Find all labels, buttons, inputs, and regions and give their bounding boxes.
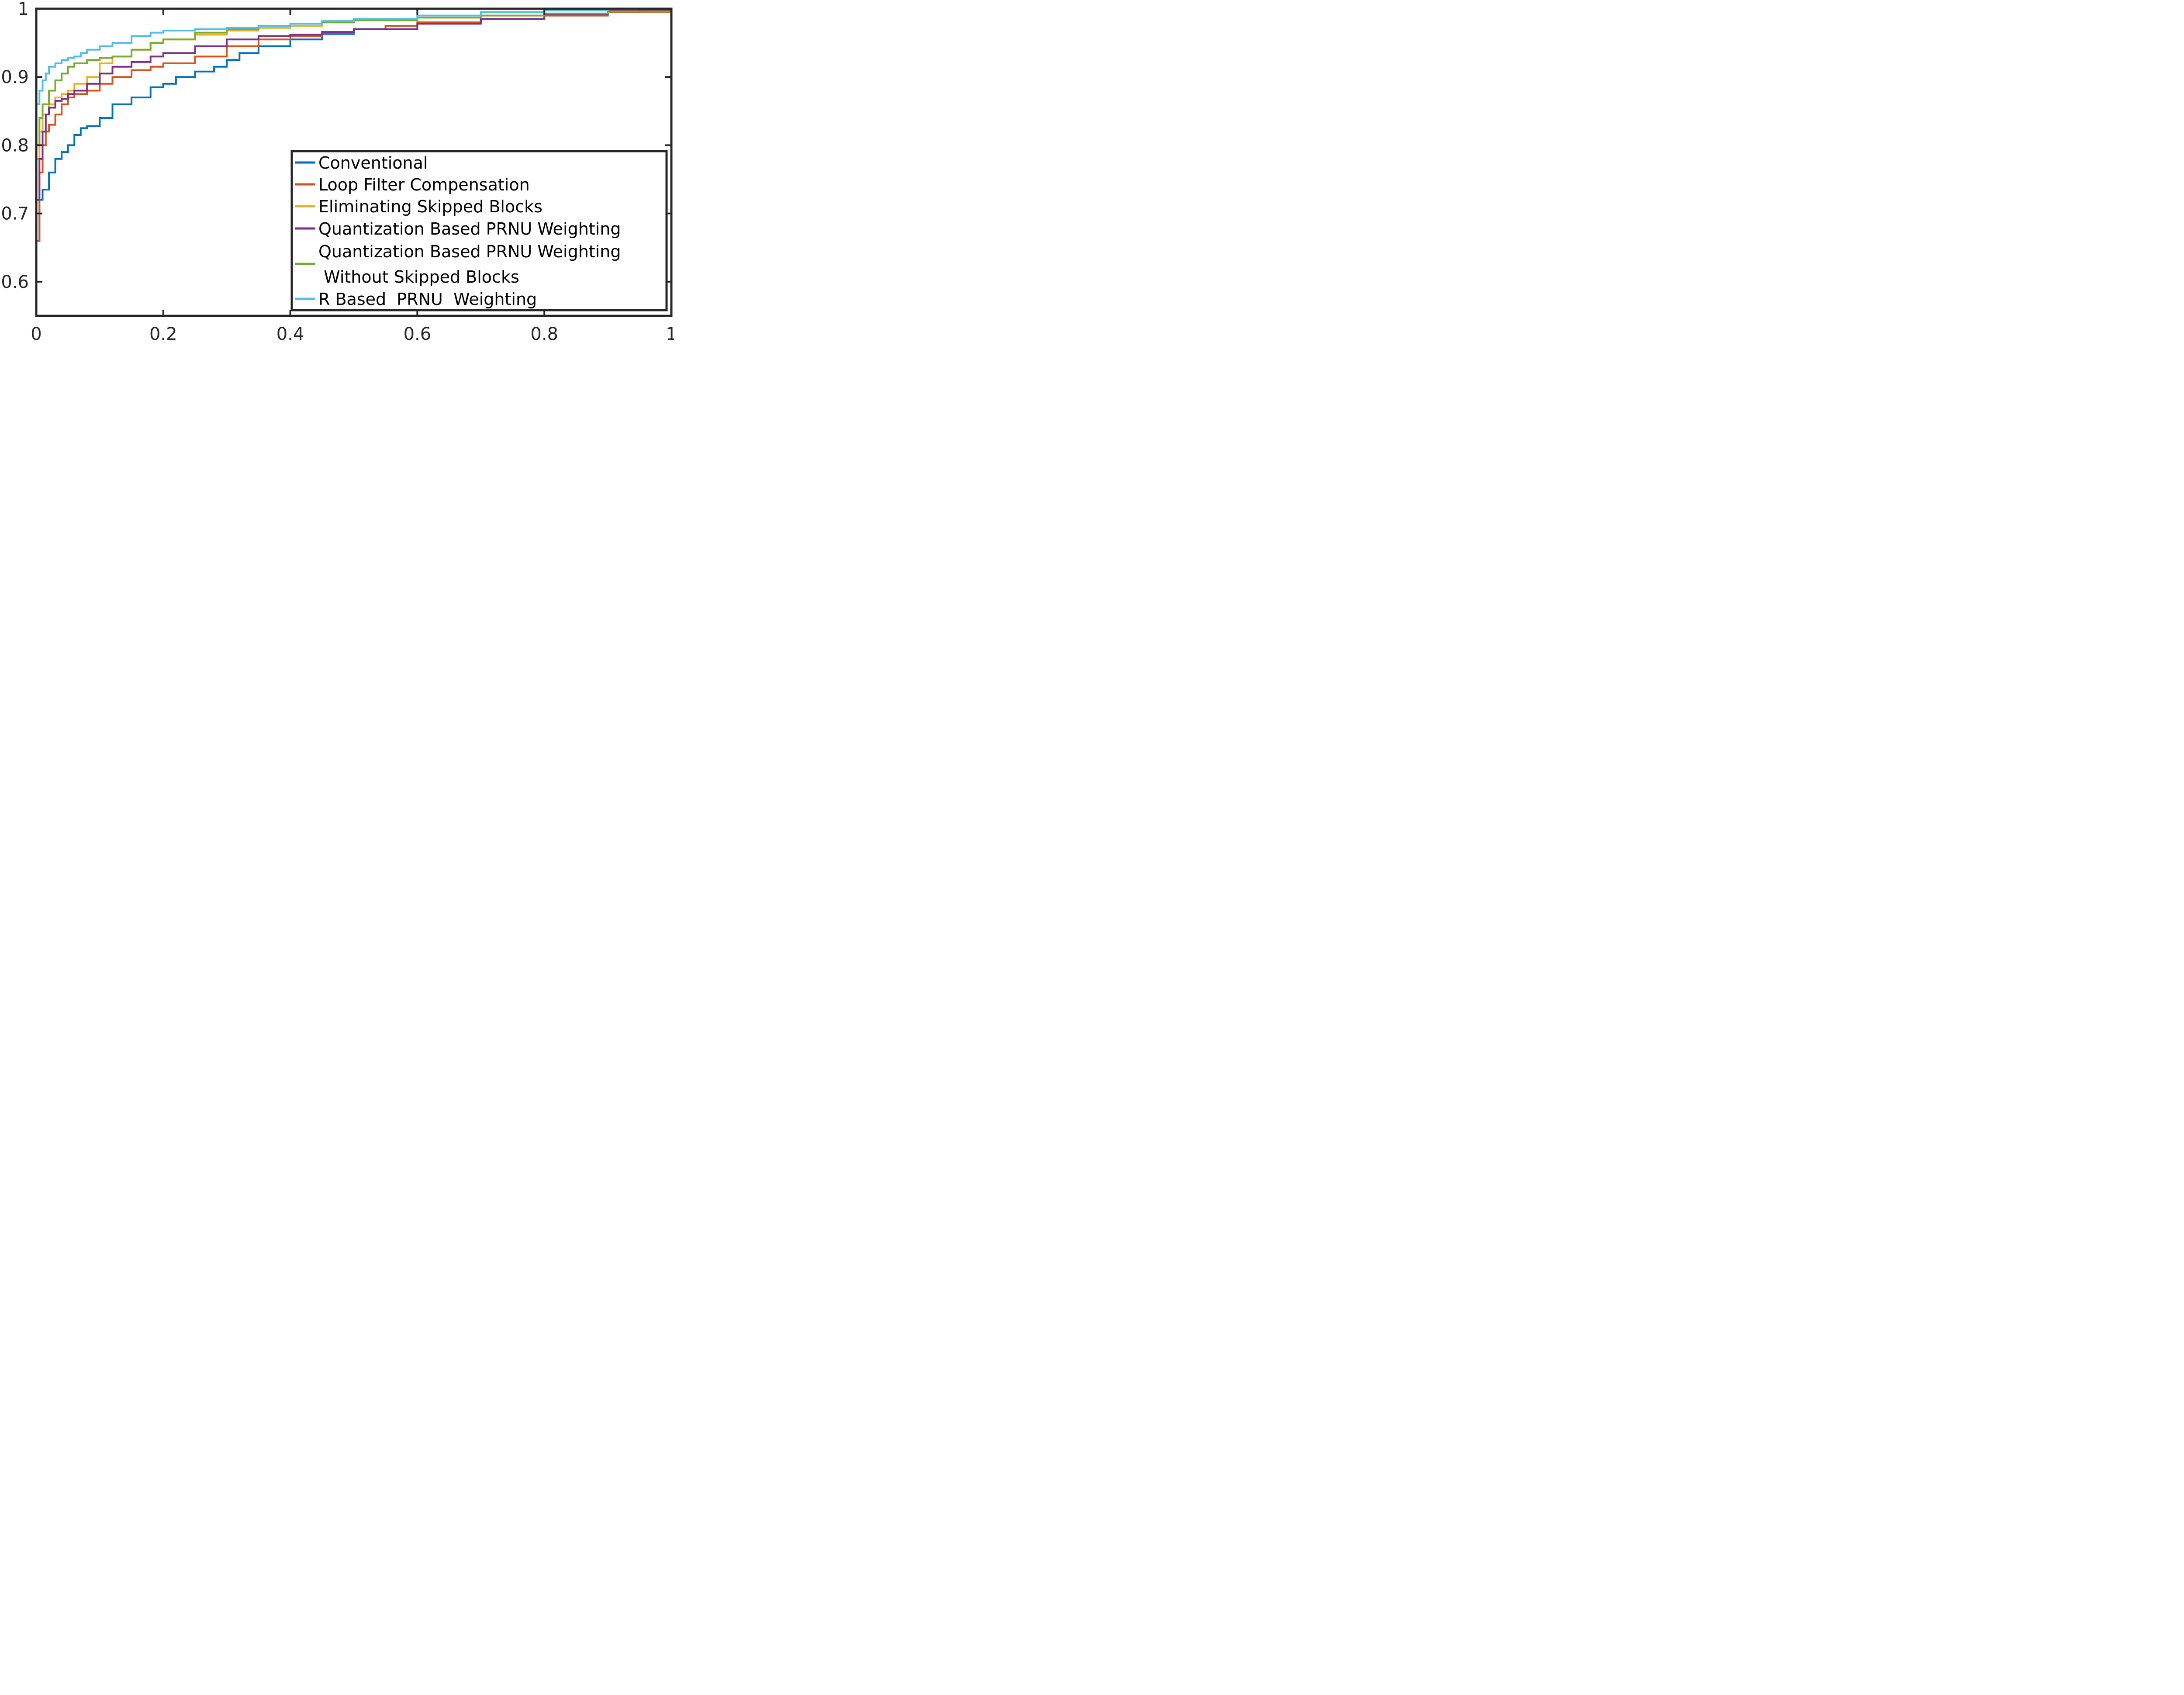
axes-frame: [35, 7, 673, 317]
legend-label: Loop Filter Compensation: [318, 175, 530, 194]
legend-label: Conventional: [318, 153, 428, 173]
series-layer: [35, 8, 672, 279]
legend-label: Quantization Based PRNU Weighting: [318, 242, 621, 261]
x-tick-label: 0.6: [404, 324, 432, 341]
legend-box: [290, 150, 668, 311]
x-tick-label: 0.8: [530, 324, 558, 341]
x-tick-label: 0: [31, 324, 41, 341]
x-tick-label: 0.4: [276, 324, 304, 341]
legend: Conventional Loop Filter Compensation Elim…: [290, 150, 668, 311]
axes-layer: 0 0.2 0.4 0.6 0.8 1 0.6 0.7 0.8 0.9 1: [1, 0, 674, 341]
legend-label: R Based PRNU Weighting: [318, 290, 537, 309]
x-tick-label: 1: [666, 324, 674, 341]
y-tick-label: 0.6: [1, 272, 29, 292]
legend-label: Eliminating Skipped Blocks: [318, 197, 543, 216]
series-line-6: [35, 8, 671, 125]
y-tick-label: 0.9: [1, 67, 29, 87]
y-tick-label: 1: [18, 0, 29, 19]
legend-label: Without Skipped Blocks: [318, 267, 519, 287]
chart: 0 0.2 0.4 0.6 0.8 1 0.6 0.7 0.8 0.9 1 Conventional…: [1, 0, 674, 341]
x-tick-label: 0.2: [149, 324, 177, 341]
series-line-4: [35, 9, 672, 241]
y-tick-label: 0.8: [1, 135, 29, 156]
legend-label: Quantization Based PRNU Weighting: [318, 219, 621, 239]
y-tick-label: 0.7: [1, 204, 29, 224]
